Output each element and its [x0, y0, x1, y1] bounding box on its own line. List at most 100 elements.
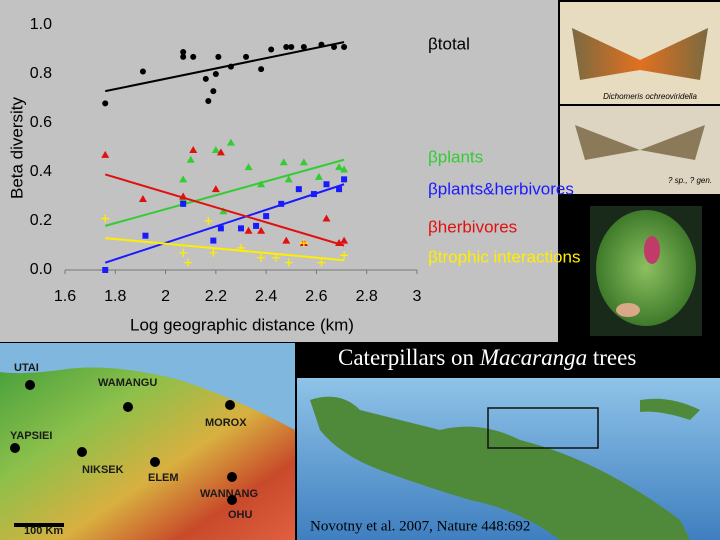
moth-wings — [572, 28, 708, 80]
legend-label: βtotal — [428, 34, 470, 53]
point — [257, 180, 266, 188]
leaf — [596, 210, 696, 326]
point — [314, 172, 323, 180]
point — [179, 175, 188, 183]
site-label: UTAI — [14, 362, 39, 374]
point — [253, 222, 260, 229]
scale-label: 100 Km — [24, 525, 63, 537]
x-tick-label: 2.6 — [305, 288, 327, 305]
y-axis-label: Beta diversity — [7, 96, 26, 199]
point — [204, 217, 213, 225]
trend-line — [105, 237, 345, 262]
point — [282, 236, 291, 244]
point — [139, 68, 146, 75]
site-label: WAMANGU — [98, 377, 157, 389]
point — [300, 44, 307, 51]
y-tick-label: 0.6 — [30, 114, 52, 131]
x-tick-label: 3 — [413, 288, 422, 305]
point — [189, 145, 198, 153]
moth-unknown: ? sp., ? gen. — [668, 176, 712, 185]
point — [212, 71, 219, 77]
y-tick-label: 0.0 — [30, 261, 52, 278]
point — [263, 213, 270, 220]
site-dot — [150, 457, 160, 467]
site-dot — [227, 472, 237, 482]
point — [180, 48, 187, 55]
point — [288, 44, 295, 51]
point — [238, 225, 244, 232]
moth-wings — [575, 125, 705, 160]
point — [310, 191, 317, 198]
point — [179, 192, 188, 200]
point — [340, 165, 349, 173]
point — [283, 44, 290, 51]
point — [244, 163, 253, 171]
caption-text: Caterpillars on — [338, 345, 475, 370]
citation: Novotny et al. 2007, Nature 448:692 — [310, 518, 530, 534]
legend-label: βtrophic interactions — [428, 247, 580, 266]
point — [180, 53, 187, 60]
point — [186, 155, 195, 163]
moth-name: Dichomeris ochreoviridella — [603, 92, 697, 101]
trend-line — [105, 41, 345, 93]
point — [341, 44, 348, 51]
island — [310, 396, 690, 540]
x-tick-label: 1.8 — [104, 288, 126, 305]
point — [257, 253, 266, 262]
x-tick-label: 2.4 — [255, 288, 277, 305]
point — [210, 237, 217, 244]
point — [295, 186, 302, 193]
point — [323, 181, 330, 188]
point — [226, 138, 235, 146]
point — [101, 150, 110, 158]
point — [227, 63, 234, 70]
scale-bar — [14, 523, 64, 527]
point — [284, 175, 293, 183]
point — [205, 97, 212, 104]
site-dot — [227, 495, 237, 505]
point — [278, 200, 285, 207]
point — [335, 239, 344, 247]
point — [202, 75, 209, 82]
point — [243, 53, 250, 60]
point — [244, 226, 253, 234]
point — [257, 226, 266, 234]
point — [216, 148, 225, 156]
site-label: YAPSIEI — [10, 430, 52, 442]
x-tick-label: 2 — [161, 288, 170, 305]
study-area-box — [487, 407, 599, 449]
point — [340, 236, 349, 244]
point — [190, 53, 197, 60]
y-tick-label: 0.4 — [30, 163, 52, 180]
point — [215, 53, 222, 60]
chart-panel — [0, 0, 558, 342]
point — [299, 239, 308, 248]
point — [142, 232, 149, 239]
point — [211, 185, 220, 193]
point — [102, 100, 109, 107]
point — [318, 41, 325, 48]
point — [210, 88, 217, 95]
y-tick-label: 0.2 — [30, 212, 52, 229]
trend-line — [104, 183, 345, 264]
trend-line — [104, 173, 345, 247]
y-tick-label: 0.8 — [30, 65, 52, 82]
point — [272, 253, 281, 262]
island — [640, 398, 700, 420]
x-axis-label: Log geographic distance (km) — [130, 315, 354, 334]
site-label: NIKSEK — [82, 464, 124, 476]
point — [279, 158, 288, 166]
legend-label: βplants&herbivores — [428, 179, 574, 198]
point — [219, 207, 228, 215]
site-dot — [25, 380, 35, 390]
caption-species: Macaranga — [479, 345, 587, 370]
y-tick-label: 1.0 — [30, 16, 52, 33]
legend-label: βherbivores — [428, 217, 517, 236]
trend-line — [104, 158, 345, 227]
x-tick-label: 1.6 — [54, 288, 76, 305]
point — [335, 163, 344, 171]
x-tick-label: 2.8 — [356, 288, 378, 305]
site-dot — [123, 402, 133, 412]
